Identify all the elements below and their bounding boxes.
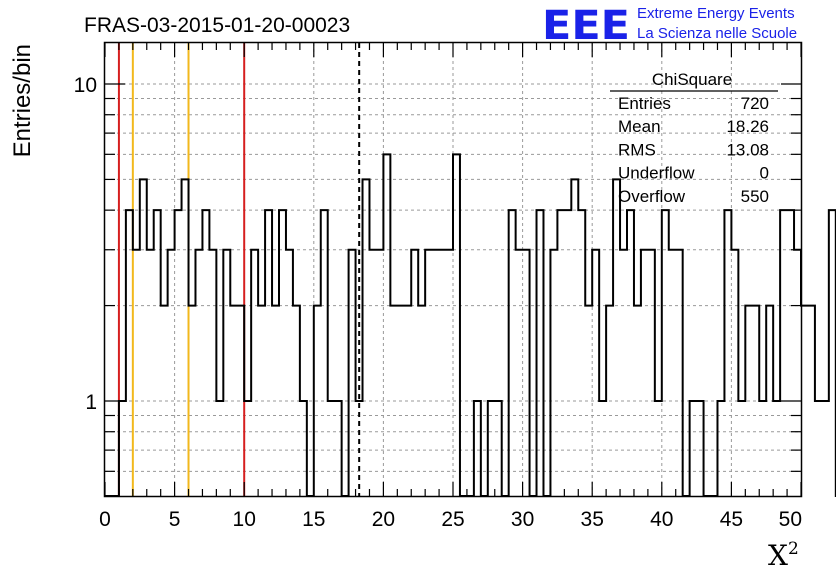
stats-row-value: 720 [741, 94, 769, 113]
histogram-bin [223, 250, 230, 496]
histogram-bin [516, 250, 523, 496]
histogram-bin [822, 401, 829, 496]
histogram-bin [620, 250, 627, 496]
histogram-bin [648, 250, 655, 496]
histogram-bin [202, 210, 209, 496]
x-tick-label: 25 [441, 508, 464, 531]
histogram-bin [432, 250, 439, 496]
histogram-bin [571, 179, 578, 496]
x-tick-label: 45 [720, 508, 743, 531]
histogram-bin [321, 210, 328, 496]
x-tick-label: 50 [779, 508, 802, 531]
histogram-bin [808, 306, 815, 496]
histogram-bin [439, 250, 446, 496]
marker-lines [117, 43, 361, 496]
x-axis-label: X2 [768, 539, 799, 572]
eee-logo-line1: Extreme Energy Events [637, 5, 795, 22]
x-tick-label: 15 [302, 508, 325, 531]
histogram-bin [265, 210, 272, 496]
histogram-bin [509, 210, 516, 496]
histogram-bin [376, 250, 383, 496]
stats-row-value: 18.26 [726, 117, 769, 136]
x-tick-label: 5 [169, 508, 181, 531]
x-axis-label-superscript: 2 [788, 539, 799, 559]
histogram-bin [369, 250, 376, 496]
chart-title: FRAS-03-2015-01-20-00023 [84, 14, 350, 37]
stats-row-value: 550 [741, 187, 769, 206]
histogram-bin [126, 210, 133, 496]
histogram-bin [829, 210, 836, 496]
eee-logo: EEE Extreme Energy Events La Scienza nel… [542, 3, 797, 49]
histogram-bin [592, 250, 599, 496]
plot-frame [103, 41, 803, 498]
histogram-bin [662, 210, 669, 496]
histogram-bin [550, 250, 557, 496]
stats-rows: Entries 720 Mean 18.26 RMS 13.08 Underflow 0 Ove… [618, 94, 769, 206]
histogram-bin [279, 210, 286, 496]
histogram-bin [286, 250, 293, 496]
histogram [105, 153, 836, 497]
histogram-bin [731, 250, 738, 496]
histogram-bin [349, 250, 356, 496]
stats-title: ChiSquare [652, 70, 732, 89]
eee-logo-mark: EEE [542, 3, 630, 49]
grid-lines [105, 43, 801, 496]
histogram-bin [676, 250, 683, 496]
stats-row-label: Mean [618, 117, 661, 136]
histogram-bin [537, 210, 544, 496]
histogram-bin [147, 250, 154, 496]
histogram-bin [168, 250, 175, 496]
x-axis-label-symbol: X [768, 539, 788, 572]
histogram-bin [411, 250, 418, 496]
histogram-bin [251, 250, 258, 496]
histogram-bin [780, 210, 787, 496]
histogram-bin [787, 210, 794, 496]
histogram-bin [523, 250, 530, 496]
histogram-bin [578, 210, 585, 496]
stats-row-label: Overflow [618, 187, 686, 206]
histogram-bin [209, 250, 216, 496]
histogram-bin [724, 210, 731, 496]
x-tick-label: 35 [581, 508, 604, 531]
histogram-bin [154, 210, 161, 496]
x-tick-label: 0 [99, 508, 111, 531]
histogram-bin [140, 179, 147, 496]
histogram-bin [383, 154, 390, 496]
histogram-bin [564, 210, 571, 496]
histogram-bin [453, 154, 460, 496]
histogram-bin [175, 210, 182, 496]
histogram-bin [815, 401, 822, 496]
stats-row-label: Entries [618, 94, 671, 113]
stats-row-value: 13.08 [726, 140, 769, 159]
stats-box: ChiSquare Entries 720 Mean 18.26 RMS 13.08 Und… [610, 70, 778, 206]
histogram-bin [669, 250, 676, 496]
histogram-bin [557, 210, 564, 496]
histogram-bin [182, 179, 189, 496]
x-tick-label: 40 [650, 508, 673, 531]
stats-row-label: Underflow [618, 164, 695, 183]
histogram-bin [627, 210, 634, 496]
histogram-bin [613, 179, 620, 496]
histogram-bin [133, 250, 140, 496]
x-tick-label: 30 [511, 508, 534, 531]
eee-logo-line2: La Scienza nelle Scuole [637, 25, 797, 42]
histogram-outline [105, 153, 836, 497]
histogram-bin [425, 250, 432, 496]
y-tick-label: 1 [85, 391, 97, 414]
stats-row-label: RMS [618, 140, 656, 159]
axis-ticks: 0 5 10 15 20 25 30 35 40 45 50 1 10 [74, 43, 802, 531]
histogram-bin [794, 250, 801, 496]
x-tick-label: 20 [372, 508, 395, 531]
histogram-bin [363, 179, 370, 496]
histogram-bin [195, 250, 202, 496]
y-axis-label: Entries/bin [9, 44, 36, 157]
x-tick-label: 10 [233, 508, 256, 531]
histogram-bin [641, 250, 648, 496]
stats-row-value: 0 [760, 164, 769, 183]
y-tick-label: 10 [74, 74, 97, 97]
histogram-bin [446, 250, 453, 496]
